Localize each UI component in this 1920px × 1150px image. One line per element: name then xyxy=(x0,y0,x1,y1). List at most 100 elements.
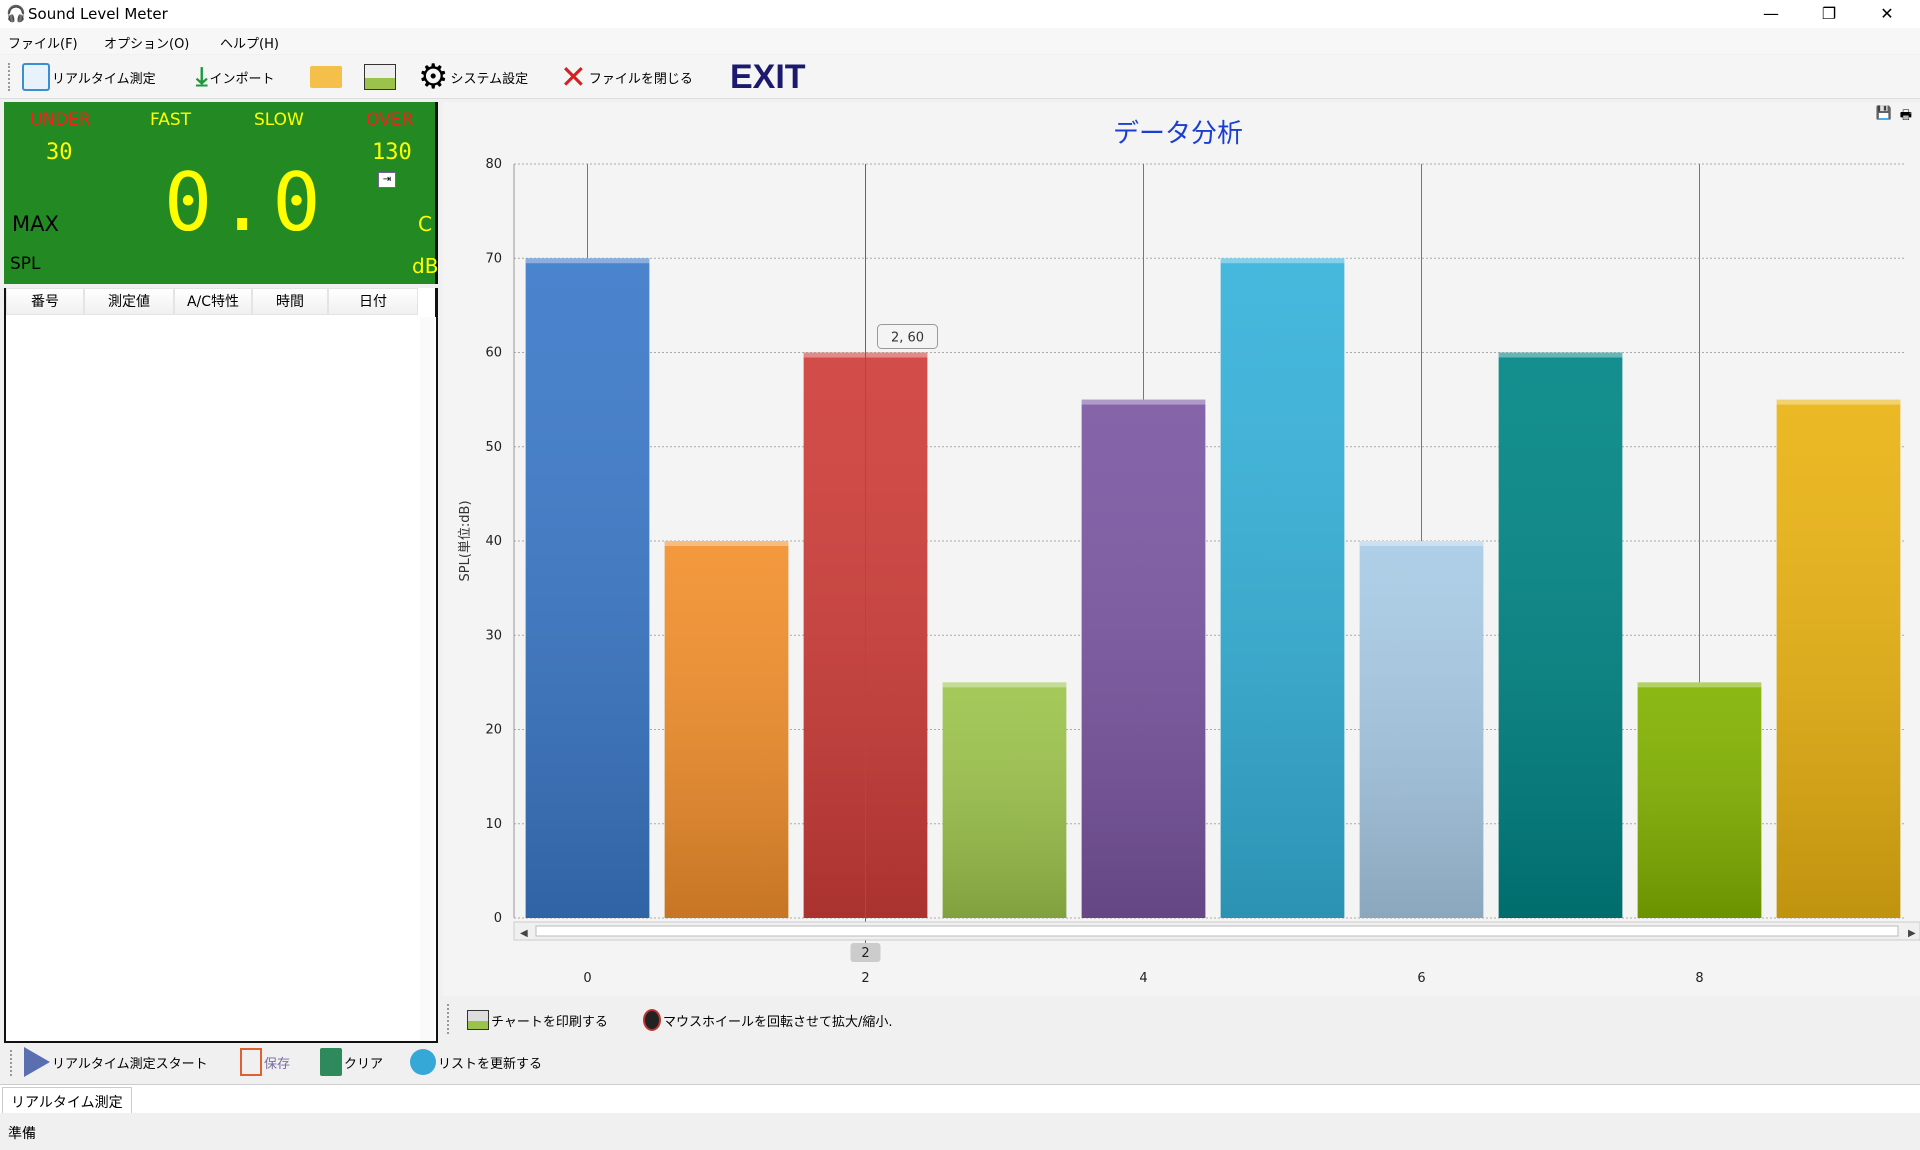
toolbar-grip[interactable] xyxy=(8,63,11,91)
mouse-icon xyxy=(643,1009,661,1031)
close-button[interactable]: ✕ xyxy=(1880,4,1894,23)
maximize-button[interactable]: ❐ xyxy=(1821,4,1837,23)
bar-top xyxy=(525,258,650,264)
y-tick-label: 20 xyxy=(485,723,502,738)
fast-button[interactable]: FAST xyxy=(150,110,192,130)
settings-label: システム設定 xyxy=(450,71,529,87)
download-icon: ⤓ xyxy=(196,61,208,92)
menu-file[interactable]: ファイル(F) xyxy=(8,37,78,52)
under-indicator: UNDER xyxy=(30,110,91,130)
tab-realtime[interactable]: リアルタイム測定 xyxy=(2,1087,132,1113)
minimize-button[interactable]: — xyxy=(1763,4,1779,23)
mode-label: MAX xyxy=(12,212,59,236)
status-bar: 準備 xyxy=(0,1114,1920,1150)
print-chart-label: チャートを印刷する xyxy=(491,1014,608,1030)
save-chart-icon[interactable]: 💾 xyxy=(1875,106,1892,121)
type-label: SPL xyxy=(10,254,41,274)
import-button[interactable]: ⤓ インポート xyxy=(196,61,275,93)
column-header-date[interactable]: 日付 xyxy=(328,288,418,315)
column-header-value[interactable]: 測定値 xyxy=(84,288,174,315)
chart-panel: 💾 🖶 データ分析 0 10 20 30 40 50 60 70 80 SPL(単位:dB) 2, 6… xyxy=(443,102,1920,996)
x-tick-label: 4 xyxy=(1139,971,1147,986)
over-indicator: OVER xyxy=(366,110,414,130)
scroll-left-icon[interactable]: ◀ xyxy=(520,928,528,939)
refresh-label: リストを更新する xyxy=(438,1056,543,1072)
y-tick-label: 10 xyxy=(485,817,502,832)
scrollbar-thumb[interactable] xyxy=(535,925,1899,937)
folder-icon xyxy=(310,66,342,88)
unit-label: dB xyxy=(412,254,439,278)
pin-icon[interactable]: ⇥ xyxy=(378,172,396,188)
start-realtime-button[interactable]: リアルタイム測定スタート xyxy=(24,1046,208,1078)
menu-options[interactable]: オプション(O) xyxy=(104,37,190,52)
menu-help[interactable]: ヘルプ(H) xyxy=(220,37,279,52)
printer-icon xyxy=(467,1010,489,1030)
y-tick-label: 40 xyxy=(485,534,502,549)
tooltip-box xyxy=(877,324,938,349)
settings-button[interactable]: ⚙ システム設定 xyxy=(418,57,529,97)
range-max: 130 xyxy=(372,140,412,165)
printer-icon xyxy=(364,64,396,90)
open-folder-button[interactable] xyxy=(310,61,342,93)
x-tick-label: 8 xyxy=(1695,971,1703,986)
bar-shade xyxy=(1637,682,1762,918)
crosshair-label: 2 xyxy=(861,946,869,961)
chart-toolbar-grip[interactable] xyxy=(447,1004,450,1034)
list-scrollbar[interactable] xyxy=(420,317,434,1041)
spl-reading: 0.0 xyxy=(164,156,327,249)
gear-icon: ⚙ xyxy=(418,57,449,97)
x-tick-label: 0 xyxy=(583,971,591,986)
close-file-label: ファイルを閉じる xyxy=(588,71,693,87)
bar-top xyxy=(1776,399,1901,405)
play-icon xyxy=(24,1047,50,1077)
bar-shade xyxy=(664,541,789,918)
column-header-number[interactable]: 番号 xyxy=(6,288,84,315)
measurement-list[interactable] xyxy=(4,317,438,1043)
x-icon: ✕ xyxy=(560,58,587,96)
chart-title: データ分析 xyxy=(1113,119,1243,149)
column-header-weighting[interactable]: A/C特性 xyxy=(174,288,252,315)
realtime-label: リアルタイム測定 xyxy=(52,71,156,87)
realtime-button[interactable]: リアルタイム測定 xyxy=(22,61,156,93)
save-button[interactable]: 保存 xyxy=(240,1046,290,1078)
column-header-time[interactable]: 時間 xyxy=(252,288,328,315)
range-min: 30 xyxy=(46,140,73,165)
y-tick-label: 30 xyxy=(485,628,502,643)
meter-display: UNDER FAST SLOW OVER 30 130 ⇥ MAX SPL 0.… xyxy=(4,102,438,284)
tab-bar: リアルタイム測定 xyxy=(0,1084,1920,1113)
print-chart-icon[interactable]: 🖶 xyxy=(1899,108,1912,123)
chart-icon xyxy=(22,63,50,91)
x-tick-label: 6 xyxy=(1417,971,1425,986)
bar-shade xyxy=(525,258,650,918)
refresh-icon xyxy=(410,1049,436,1075)
list-toolbar: リアルタイム測定スタート 保存 クリア リストを更新する xyxy=(0,1044,1920,1081)
bar-top xyxy=(1637,682,1762,688)
bar-top xyxy=(1359,541,1484,546)
close-file-button[interactable]: ✕ ファイルを閉じる xyxy=(560,58,693,96)
weighting-label: C xyxy=(418,212,432,236)
clear-label: クリア xyxy=(344,1056,384,1072)
zoom-hint-label: マウスホイールを回転させて拡大/縮小. xyxy=(663,1014,893,1030)
slow-button[interactable]: SLOW xyxy=(254,110,304,130)
exit-button[interactable]: EXIT xyxy=(730,57,806,96)
status-text: 準備 xyxy=(8,1126,36,1142)
save-label: 保存 xyxy=(264,1056,291,1072)
trash-icon xyxy=(320,1048,342,1076)
print-button[interactable] xyxy=(364,61,396,93)
window-title: Sound Level Meter xyxy=(28,5,168,23)
clear-button[interactable]: クリア xyxy=(320,1046,383,1078)
crosshair-label-box xyxy=(850,943,881,962)
refresh-list-button[interactable]: リストを更新する xyxy=(410,1046,542,1078)
bar-top xyxy=(1220,258,1345,264)
print-chart-button[interactable]: チャートを印刷する xyxy=(467,1004,608,1036)
main-toolbar: リアルタイム測定 ⤓ インポート ⚙ システム設定 ✕ ファイルを閉じる EXI… xyxy=(0,55,1920,99)
y-tick-label: 80 xyxy=(485,157,502,172)
scroll-right-icon[interactable]: ▶ xyxy=(1908,928,1916,939)
headphones-icon: 🎧 xyxy=(6,4,26,23)
bar-shade xyxy=(1359,541,1484,918)
title-bar: 🎧 Sound Level Meter — ❐ ✕ xyxy=(0,0,1920,28)
start-label: リアルタイム測定スタート xyxy=(52,1056,208,1072)
import-label: インポート xyxy=(209,71,275,87)
list-toolbar-grip[interactable] xyxy=(10,1050,13,1076)
